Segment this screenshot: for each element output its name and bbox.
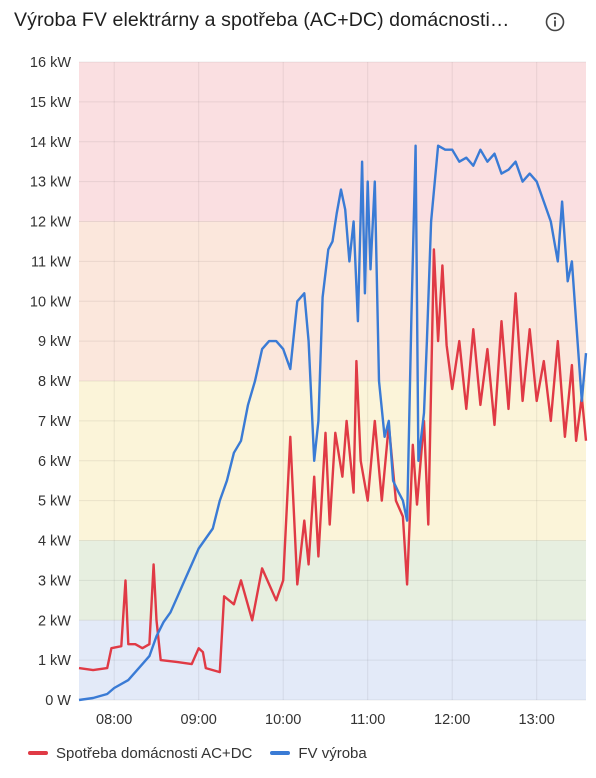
y-tick-label: 13 kW <box>30 175 71 191</box>
band-4 <box>79 62 586 222</box>
y-tick-label: 0 W <box>45 693 71 709</box>
line-chart: 0 W 1 kW 2 kW 3 kW 4 kW 5 kW 6 kW 7 kW 8 kW 9 kW 1… <box>30 55 588 728</box>
legend-label-consumption: Spotřeba domácnosti AC+DC <box>56 744 253 762</box>
y-tick-label: 8 kW <box>38 374 71 390</box>
y-tick-label: 7 kW <box>38 414 71 430</box>
legend-swatch-consumption <box>28 751 48 755</box>
x-axis-ticks: 08:00 09:00 10:00 11:00 12:00 13:00 <box>96 712 555 728</box>
y-tick-label: 12 kW <box>30 215 71 231</box>
card-title: Výroba FV elektrárny a spotřeba (AC+DC) … <box>14 9 510 31</box>
series-line-consumption[interactable] <box>78 248 588 674</box>
band-3 <box>79 221 586 381</box>
legend-item-pv[interactable]: FV výroba <box>270 744 367 762</box>
card-header: Výroba FV elektrárny a spotřeba (AC+DC) … <box>0 0 596 46</box>
x-tick-label: 09:00 <box>181 712 217 728</box>
y-tick-label: 1 kW <box>38 653 71 669</box>
band-1 <box>79 540 586 621</box>
y-tick-label: 3 kW <box>38 573 71 589</box>
y-tick-label: 16 kW <box>30 55 71 71</box>
y-axis-ticks: 0 W 1 kW 2 kW 3 kW 4 kW 5 kW 6 kW 7 kW 8 kW 9 kW 1… <box>30 55 71 709</box>
background-bands <box>79 62 586 700</box>
legend-label-pv: FV výroba <box>298 744 367 762</box>
x-tick-label: 08:00 <box>96 712 132 728</box>
info-circle-icon[interactable] <box>544 11 566 33</box>
x-tick-label: 13:00 <box>519 712 555 728</box>
y-tick-label: 4 kW <box>38 534 71 550</box>
y-tick-label: 15 kW <box>30 95 71 111</box>
y-tick-label: 14 kW <box>30 135 71 151</box>
y-tick-label: 2 kW <box>38 613 71 629</box>
legend: Spotřeba domácnosti AC+DC FV výroba <box>28 742 367 764</box>
y-tick-label: 9 kW <box>38 334 71 350</box>
legend-item-consumption[interactable]: Spotřeba domácnosti AC+DC <box>28 745 252 762</box>
series-lines <box>78 144 588 702</box>
y-tick-label: 10 kW <box>30 294 71 310</box>
x-tick-label: 12:00 <box>434 712 470 728</box>
series-line-pv[interactable] <box>78 144 588 702</box>
x-tick-label: 11:00 <box>350 712 385 728</box>
y-tick-label: 5 kW <box>38 494 71 510</box>
y-tick-label: 11 kW <box>31 254 71 270</box>
y-tick-label: 6 kW <box>38 454 71 470</box>
legend-swatch-pv <box>270 751 291 755</box>
x-tick-label: 10:00 <box>265 712 301 728</box>
